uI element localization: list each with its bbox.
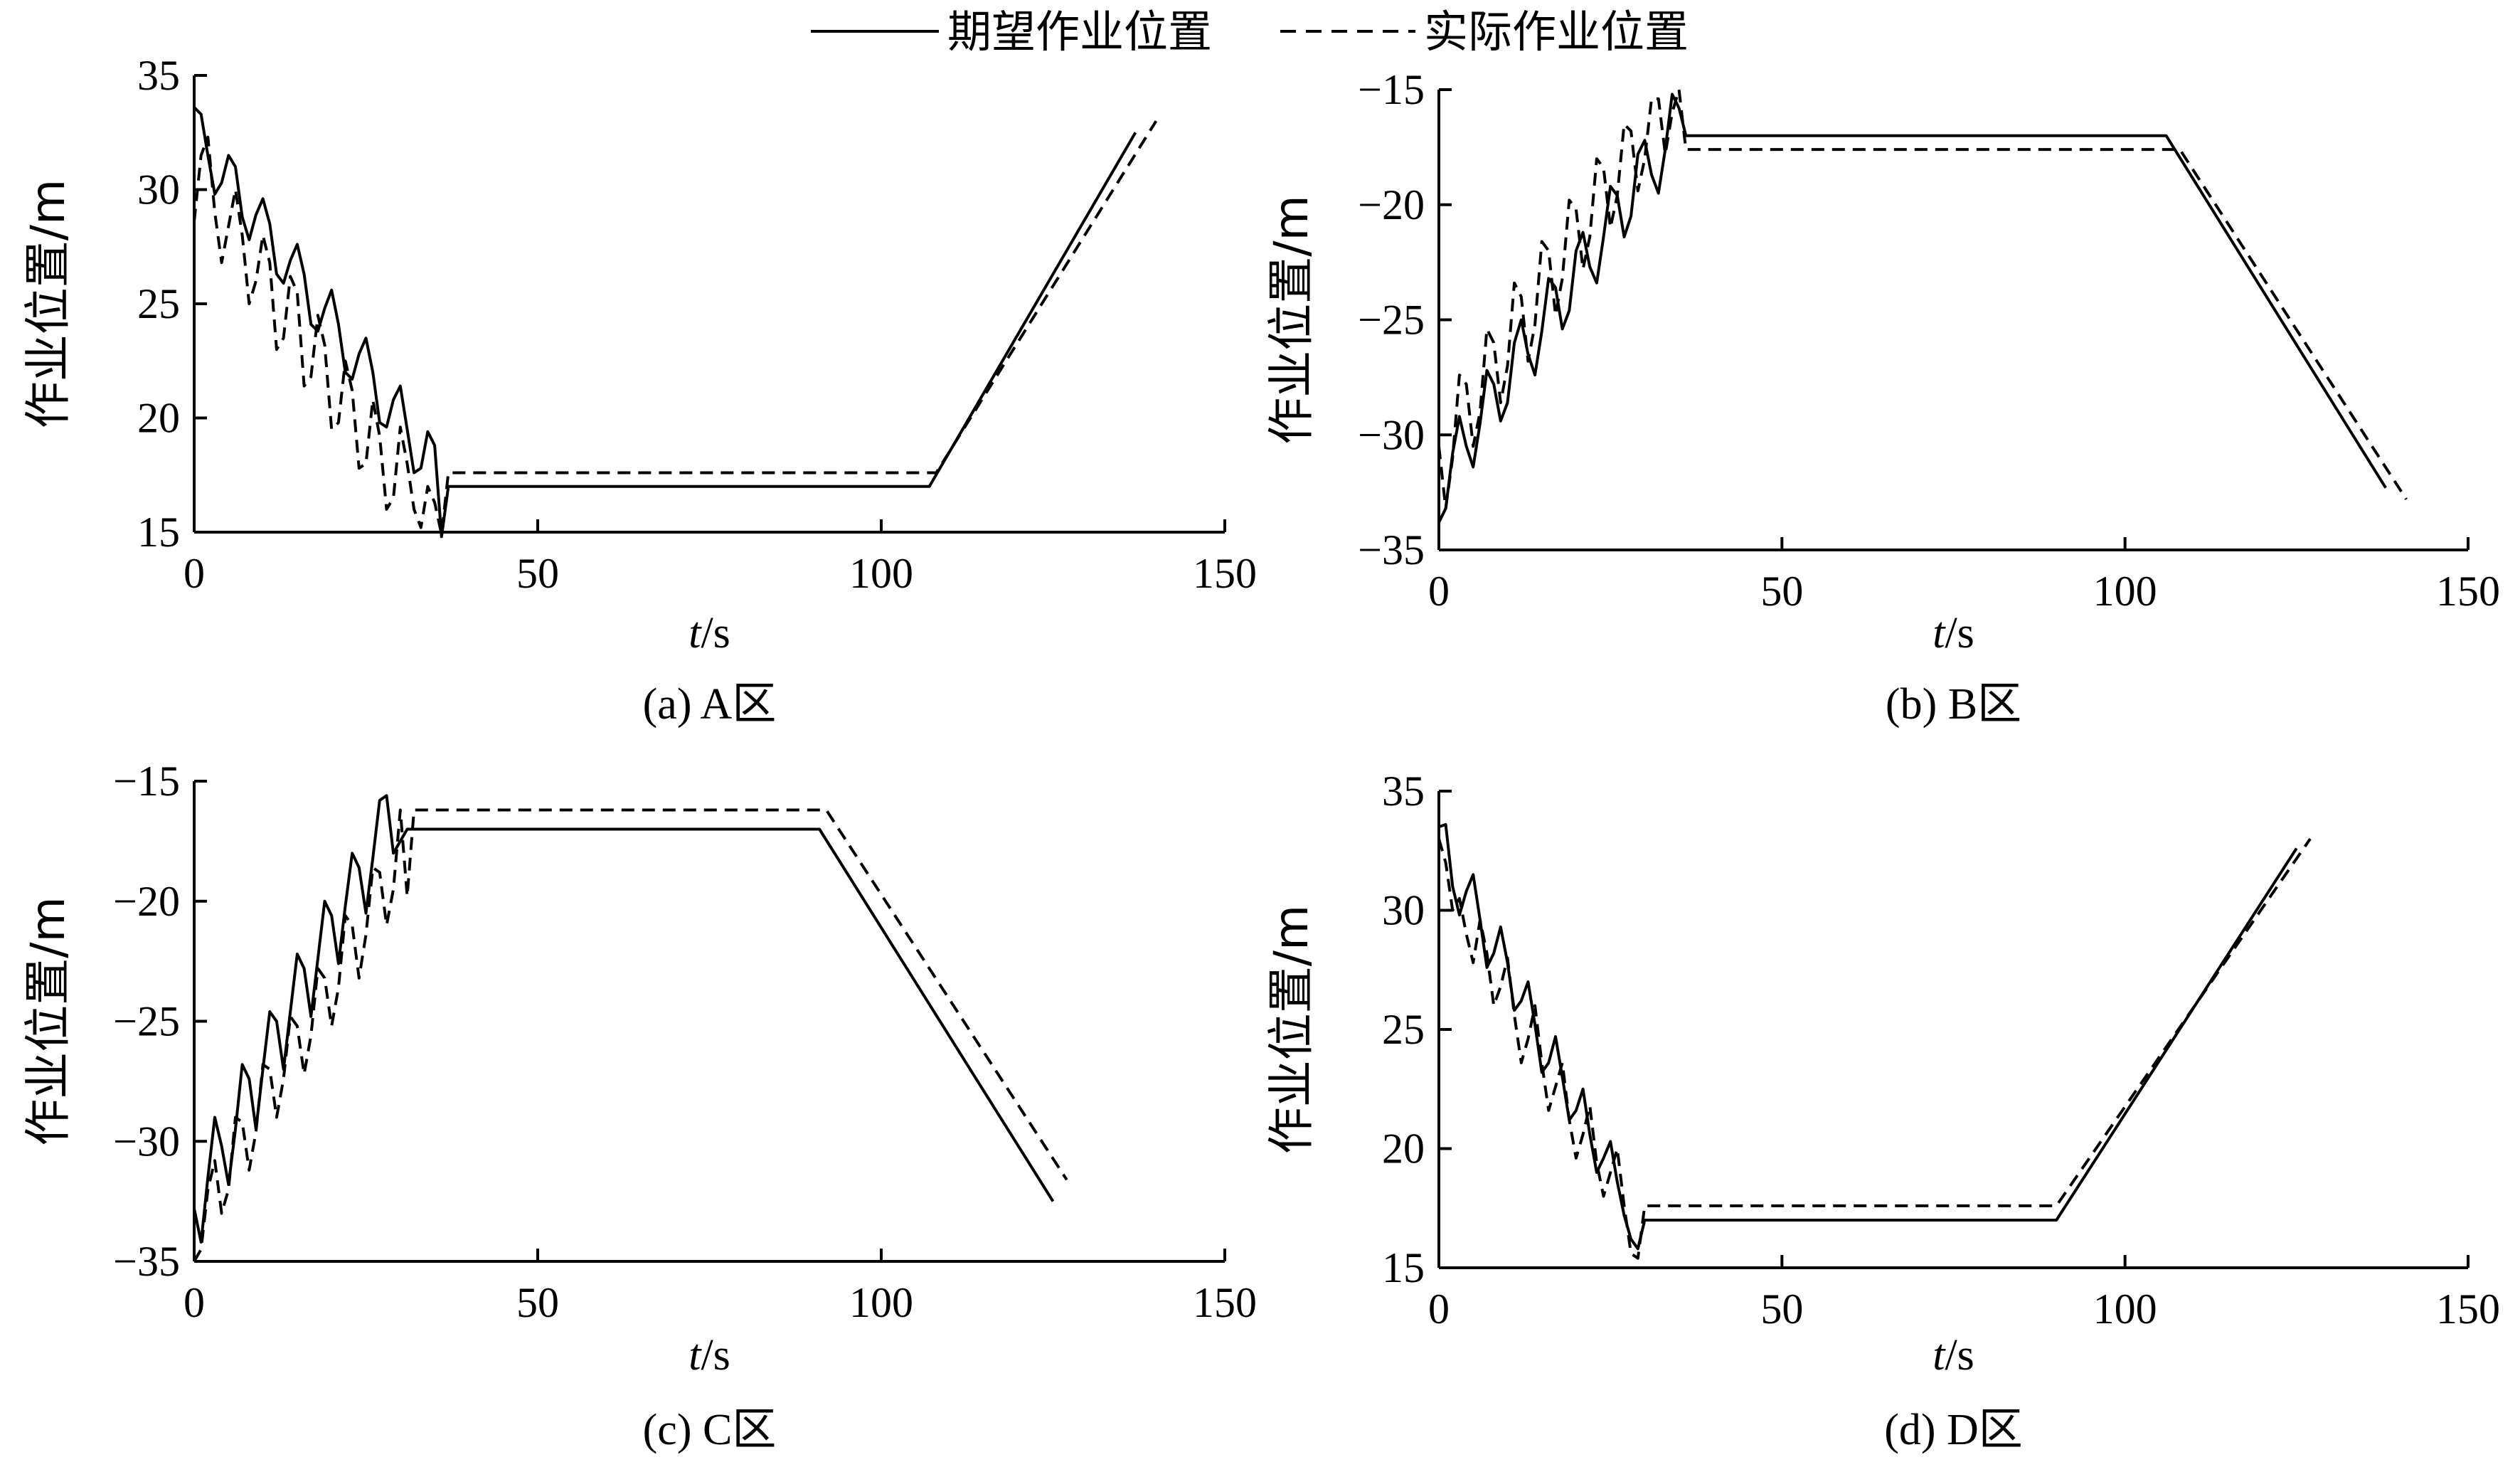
legend-expected-label: 期望作业位置 (947, 6, 1212, 58)
x-tick-label: 100 (2093, 1286, 2157, 1333)
y-tick-label: −20 (1358, 181, 1425, 228)
x-tick-label: 0 (184, 1279, 205, 1326)
y-tick-label: −25 (1358, 297, 1425, 344)
y-axis-label: 作业位置/m (21, 179, 75, 429)
y-axis-label: 作业位置/m (21, 896, 75, 1146)
y-tick-label: 15 (137, 509, 180, 556)
y-tick-label: −35 (1358, 526, 1425, 573)
x-tick-label: 50 (1760, 568, 1803, 615)
chart-panel-b: 0 50 100 150 −35 −30 −25 −20 −15 作业位置/m t/s (b) B区 (1264, 66, 2500, 729)
x-tick-label: 150 (1193, 550, 1257, 597)
x-axis-label-symbol: t (689, 609, 702, 657)
actual-position-line (193, 808, 1068, 1262)
y-axis-label: 作业位置/m (1264, 195, 1319, 445)
x-tick-label: 0 (1428, 568, 1450, 615)
x-tick-label: 50 (516, 550, 559, 597)
x-axis-label-symbol: t (1932, 1331, 1946, 1379)
y-tick-label: 30 (137, 166, 180, 213)
y-tick-label: 25 (137, 280, 180, 327)
actual-position-line (1437, 88, 2408, 510)
x-tick-label: 100 (2093, 568, 2157, 615)
panel-caption: (b) B区 (1886, 680, 2021, 729)
expected-position-line (1437, 92, 2387, 524)
y-tick-label: 25 (1382, 1006, 1425, 1053)
y-tick-label: 30 (1382, 887, 1425, 934)
expected-position-line (1438, 822, 2298, 1251)
x-axis-label: t/s (689, 609, 730, 657)
x-axis-label-symbol: t (1932, 609, 1946, 657)
x-axis-label: t/s (689, 1331, 730, 1379)
panel-caption: (d) D区 (1884, 1406, 2023, 1454)
y-tick-label: −25 (113, 998, 180, 1045)
y-tick-label: 35 (1382, 768, 1425, 815)
chart-panel-a: 0 50 100 150 15 20 25 30 35 作业位置/m t/s (a) A区 (21, 52, 1257, 729)
x-tick-label: 150 (2436, 1286, 2500, 1333)
panel-caption: (c) C区 (643, 1406, 777, 1454)
y-tick-label: −15 (113, 758, 180, 805)
y-tick-label: −20 (113, 878, 180, 925)
x-tick-label: 150 (2436, 568, 2500, 615)
actual-position-line (1437, 837, 2312, 1260)
x-axis-label-symbol: t (689, 1331, 702, 1379)
x-axis-label: t/s (1932, 609, 1974, 657)
y-tick-label: −15 (1358, 66, 1425, 113)
y-tick-label: 20 (1382, 1125, 1425, 1172)
chart-panel-c: 0 50 100 150 −35 −30 −25 −20 −15 作业位置/m t/s (c) C区 (21, 758, 1257, 1454)
x-axis-label-unit: /s (1945, 1331, 1974, 1379)
legend: 期望作业位置 实际作业位置 (811, 6, 1689, 58)
x-tick-label: 100 (849, 550, 913, 597)
x-axis-label-unit: /s (701, 609, 730, 657)
x-tick-label: 150 (1193, 1279, 1257, 1326)
y-tick-label: 20 (137, 395, 180, 442)
x-tick-label: 100 (849, 1279, 913, 1326)
y-axis-label: 作业位置/m (1264, 905, 1319, 1155)
y-tick-label: 15 (1382, 1244, 1425, 1291)
expected-position-line (193, 106, 1137, 539)
y-tick-label: −35 (113, 1238, 180, 1285)
x-tick-label: 50 (516, 1279, 559, 1326)
y-tick-label: −30 (113, 1118, 180, 1165)
legend-actual-label: 实际作业位置 (1424, 6, 1689, 58)
y-tick-label: −30 (1358, 411, 1425, 458)
x-tick-label: 50 (1760, 1286, 1803, 1333)
x-axis-label-unit: /s (701, 1331, 730, 1379)
x-axis-label: t/s (1932, 1331, 1974, 1379)
chart-panel-d: 0 50 100 150 15 20 25 30 35 作业位置/m t/s (d) D区 (1264, 768, 2500, 1454)
expected-position-line (193, 794, 1055, 1244)
actual-position-line (193, 120, 1158, 536)
x-tick-label: 0 (1428, 1286, 1450, 1333)
y-tick-label: 35 (137, 52, 180, 99)
x-tick-label: 0 (184, 550, 205, 597)
panel-caption: (a) A区 (643, 680, 777, 729)
x-axis-label-unit: /s (1945, 609, 1974, 657)
